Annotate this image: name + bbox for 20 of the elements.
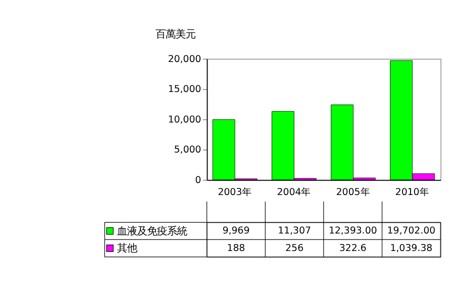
legend-label: 血液及免疫系統 [116,225,187,238]
data-label: 256 [285,242,304,254]
data-label: 322.6 [339,242,366,254]
data-label: 9,969 [222,226,250,237]
y-tick-label: 20,000 [168,54,202,65]
y-tick-label: 10,000 [168,114,202,126]
x-tick-label: 2010年 [395,186,430,198]
x-tick-label: 2003年 [218,186,252,198]
y-tick-label: 15,000 [168,84,202,96]
y-tick-label: 0 [195,174,202,186]
x-tick-label: 2004年 [276,186,312,198]
data-label: 12,393.00 [328,226,378,237]
data-label: 1,039.38 [390,242,432,254]
data-label: 188 [226,242,246,254]
data-label: 19,702.00 [387,226,436,237]
legend-label: 其他 [116,242,137,255]
y-tick-label: 5,000 [174,144,202,156]
data-label: 11,307 [278,226,312,237]
y-axis-title: 百萬美元 [155,28,196,41]
x-tick-label: 2005年 [336,186,370,198]
